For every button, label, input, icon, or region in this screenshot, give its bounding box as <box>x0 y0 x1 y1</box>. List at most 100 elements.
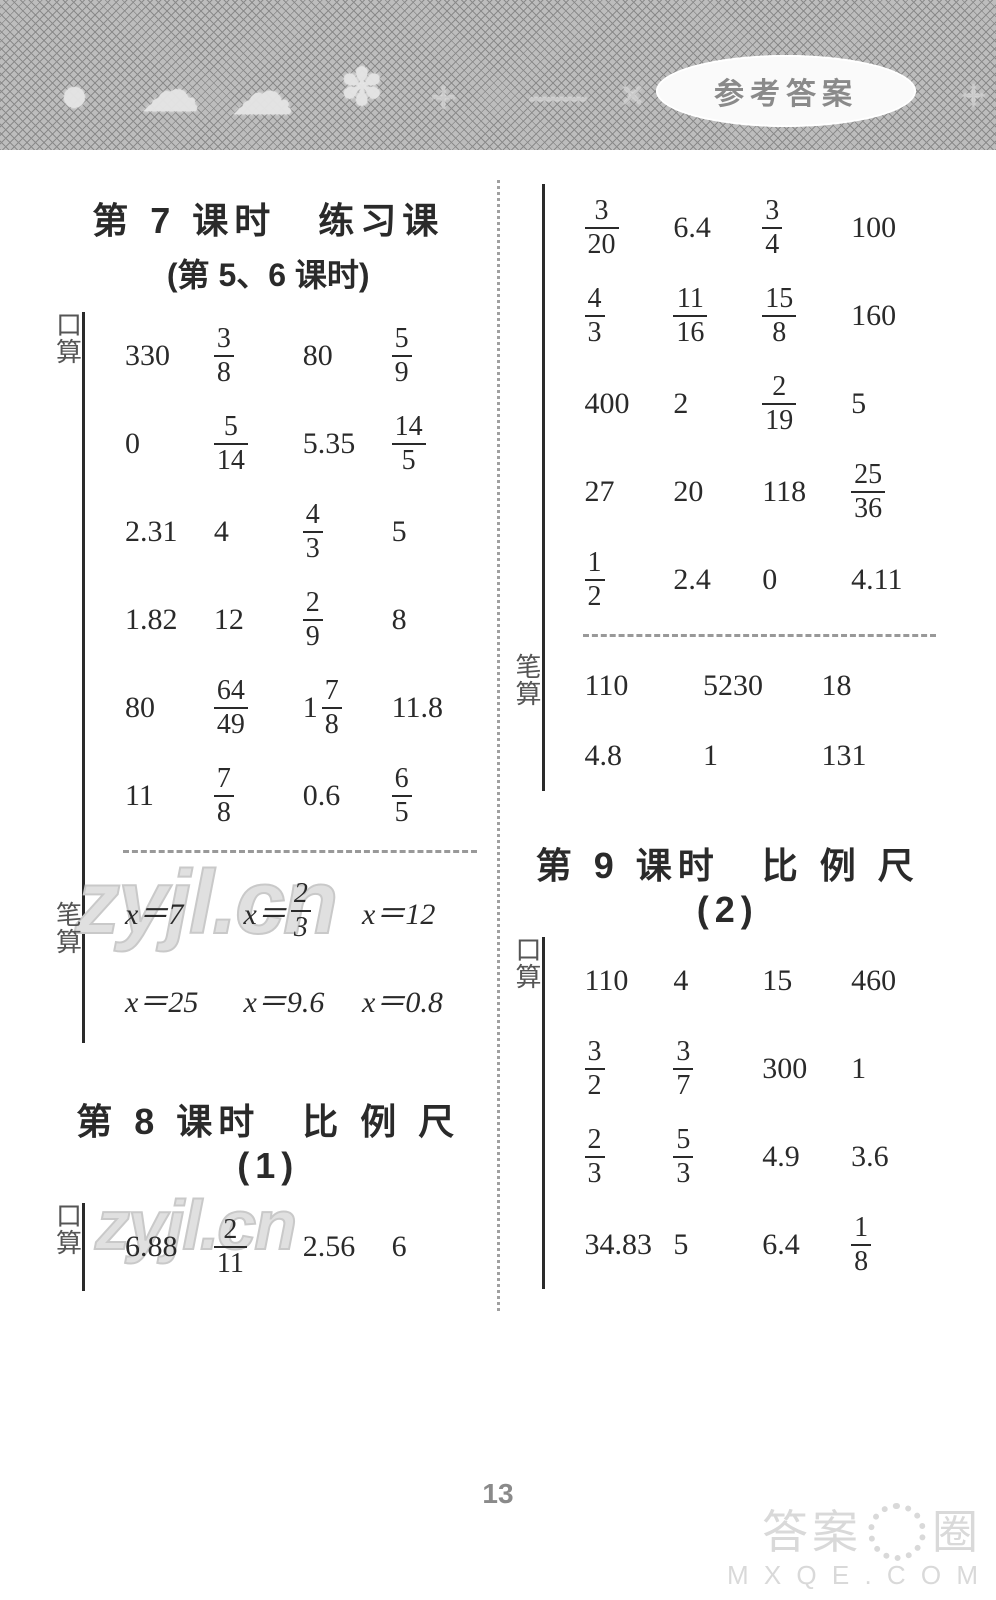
site-wm-prefix: 答案 <box>762 1507 862 1558</box>
value-cell: 2.31 <box>125 515 210 549</box>
value-cell: x＝9.6 <box>244 977 359 1021</box>
value-cell: 2536 <box>851 461 936 523</box>
sec7-divider <box>123 850 477 853</box>
value-cell: 0 <box>125 427 210 461</box>
page-content: 第 7 课时 练习课 (第 5、6 课时) 口算 33038805905145.… <box>0 150 996 1311</box>
value-cell: 2 <box>673 387 758 421</box>
value-cell: 460 <box>851 964 936 998</box>
site-wm-line2: M X Q E . C O M <box>727 1561 982 1590</box>
value-cell: 32 <box>585 1038 670 1100</box>
value-cell: 2.56 <box>303 1230 388 1264</box>
value-cell: 4 <box>214 515 299 549</box>
site-watermark: 答案 圈 M X Q E . C O M <box>727 1503 982 1590</box>
value-cell: 27 <box>585 475 670 509</box>
sec7-kousuan-rows: 33038805905145.351452.3144351.8212298806… <box>125 312 477 840</box>
sec7-bisuan-rows: x＝7x＝23x＝12x＝25x＝9.6x＝0.8 <box>125 867 477 1043</box>
value-cell: 65 <box>392 765 477 827</box>
value-cell: 6.4 <box>673 211 758 245</box>
value-cell: 18 <box>851 1214 936 1276</box>
banner-shape-circle: ● <box>60 68 89 123</box>
table-row: x＝25x＝9.6x＝0.8 <box>125 955 477 1043</box>
value-cell: 34.83 <box>585 1228 670 1262</box>
sec8cont-bisuan-label: 笔算 <box>515 654 543 709</box>
value-cell: 43 <box>303 501 388 563</box>
sec7-kousuan-block: 口算 33038805905145.351452.3144351.8212298… <box>82 312 477 1043</box>
value-cell: 12 <box>585 549 670 611</box>
table-row: 80644917811.8 <box>125 664 477 752</box>
sec9-kousuan-label: 口算 <box>515 937 543 992</box>
table-row: 32373001 <box>585 1025 937 1113</box>
table-row: 05145.35145 <box>125 400 477 488</box>
table-row: 2.314435 <box>125 488 477 576</box>
value-cell: 23 <box>585 1126 670 1188</box>
value-cell: 2.4 <box>673 563 758 597</box>
value-cell: 400 <box>585 387 670 421</box>
banner-shape-times: × <box>620 70 645 121</box>
sec7-title: 第 7 课时 练习课 <box>60 192 477 244</box>
value-cell: 1.82 <box>125 603 210 637</box>
sec9-kousuan-rows: 1104154603237300123534.93.634.8356.418 <box>585 937 937 1289</box>
value-cell: 5 <box>851 387 936 421</box>
value-cell: 59 <box>392 325 477 387</box>
banner-shape-plus: + <box>430 70 457 125</box>
value-cell: 20 <box>673 475 758 509</box>
table-row: 34.8356.418 <box>585 1201 937 1289</box>
value-cell: 5.35 <box>303 427 388 461</box>
value-cell: 320 <box>585 197 670 259</box>
sec8cont-block: 3206.43410043111615816040022195272011825… <box>542 184 937 791</box>
banner-shape-plus2: + <box>961 70 986 121</box>
sec8-kousuan-rows: 6.882112.566 <box>125 1203 477 1291</box>
value-cell: 5 <box>673 1228 758 1262</box>
sec7-subtitle: (第 5、6 课时) <box>60 250 477 296</box>
value-cell: 6 <box>392 1230 477 1264</box>
value-cell: 6.4 <box>762 1228 847 1262</box>
value-cell: 11 <box>125 779 210 813</box>
value-cell: 80 <box>303 339 388 373</box>
table-row: 6.882112.566 <box>125 1203 477 1291</box>
banner-pill-label: 参考答案 <box>714 69 858 113</box>
table-row: 330388059 <box>125 312 477 400</box>
value-cell: x＝23 <box>244 880 359 942</box>
banner-shape-cloud1: ☁ <box>140 56 200 126</box>
right-column: 3206.43410043111615816040022195272011825… <box>520 180 937 1311</box>
value-cell: 43 <box>585 285 670 347</box>
value-cell: 110 <box>585 964 670 998</box>
value-cell: 158 <box>762 285 847 347</box>
sec9-title: 第 9 课时 比 例 尺 (2) <box>520 837 937 931</box>
banner-shape-minus: — <box>530 62 586 126</box>
value-cell: 29 <box>303 589 388 651</box>
value-cell: 145 <box>392 413 477 475</box>
value-cell: 300 <box>762 1052 847 1086</box>
table-row: 11780.665 <box>125 752 477 840</box>
value-cell: x＝25 <box>125 977 240 1021</box>
sec7-kousuan-label: 口算 <box>55 312 83 367</box>
value-cell: 118 <box>762 475 847 509</box>
value-cell: 514 <box>214 413 299 475</box>
value-cell: 1116 <box>673 285 758 347</box>
table-row: 3206.434100 <box>585 184 937 272</box>
value-cell: 1 <box>851 1052 936 1086</box>
table-row: 4.81131 <box>585 721 937 791</box>
value-cell: 15 <box>762 964 847 998</box>
value-cell: 8 <box>392 603 477 637</box>
page-number: 13 <box>0 1478 996 1510</box>
sec8-kousuan-label: 口算 <box>55 1203 83 1258</box>
value-cell: 6449 <box>214 677 299 739</box>
table-row: 122.404.11 <box>585 536 937 624</box>
value-cell: 4.8 <box>585 739 700 773</box>
sec8-kousuan-block: 口算 zyjl.cn 6.882112.566 <box>82 1203 477 1291</box>
table-row: 23534.93.6 <box>585 1113 937 1201</box>
value-cell: 330 <box>125 339 210 373</box>
value-cell: 4.9 <box>762 1140 847 1174</box>
value-cell: 0 <box>762 563 847 597</box>
value-cell: 131 <box>822 739 937 773</box>
sec9-kousuan-block: 口算 1104154603237300123534.93.634.8356.41… <box>542 937 937 1289</box>
value-cell: x＝0.8 <box>362 977 477 1021</box>
sec8cont-divider <box>583 634 937 637</box>
sec7-bisuan-label: 笔算 <box>55 902 83 957</box>
value-cell: 78 <box>214 765 299 827</box>
site-wm-suffix: 圈 <box>932 1507 982 1558</box>
gear-icon <box>868 1503 926 1561</box>
value-cell: 5 <box>392 515 477 549</box>
value-cell: 80 <box>125 691 210 725</box>
